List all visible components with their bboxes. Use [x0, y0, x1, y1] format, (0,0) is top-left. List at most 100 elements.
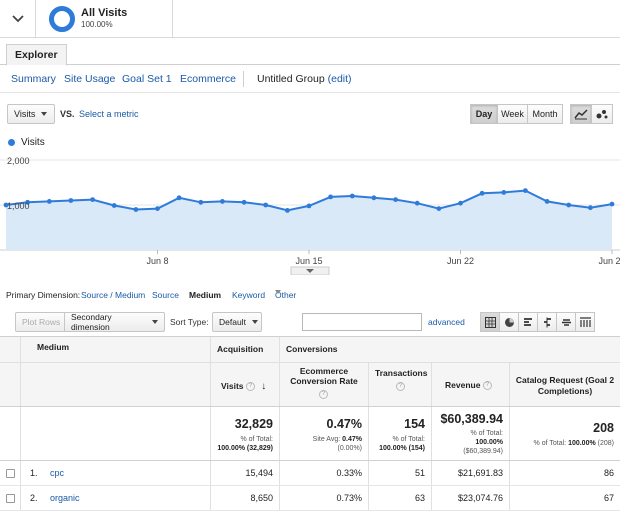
table-search-input[interactable] — [302, 313, 422, 331]
row-checkbox[interactable] — [6, 494, 15, 503]
advanced-filter-link[interactable]: advanced — [428, 317, 465, 327]
help-icon[interactable]: ? — [245, 382, 255, 392]
range-week-button[interactable]: Week — [497, 104, 528, 124]
row-ecr: 0.73% — [280, 486, 369, 510]
segment-ring-icon — [49, 6, 75, 32]
row-visits: 15,494 — [211, 461, 280, 485]
dimension-source[interactable]: Source — [152, 290, 179, 300]
segment-toggle-button[interactable] — [0, 0, 36, 38]
pie-view-icon — [504, 317, 514, 327]
visits-chart: 2,000 1,000 Jun 8 Jun 15 Jun 22 Jun 29 — [0, 156, 620, 275]
edit-group-link[interactable]: (edit) — [327, 73, 352, 85]
col-catalog-label: Catalog Request (Goal 2 Completions) — [515, 375, 615, 396]
subnav-divider — [243, 71, 244, 87]
bubble-chart-icon — [596, 110, 608, 119]
untitled-group-label: Untitled Group — [257, 73, 325, 85]
row-checkbox[interactable] — [6, 469, 15, 478]
col-visits-inner: Visits ? ↓ — [221, 381, 266, 392]
dimension-other-label: Other — [275, 290, 297, 300]
motion-chart-button[interactable] — [591, 104, 613, 124]
col-revenue-header[interactable]: Revenue ? — [432, 363, 510, 406]
subnav-goal-set-1[interactable]: Goal Set 1 — [122, 73, 172, 85]
pivot-view-icon — [579, 316, 591, 327]
row-trans-value: 51 — [414, 468, 425, 478]
totals-ecr-sub: Site Avg: 0.47% (0.00%) — [313, 435, 362, 453]
visits-point — [25, 199, 30, 205]
segment-bar: All Visits 100.00% — [0, 0, 620, 38]
row-medium-link[interactable]: cpc — [50, 468, 65, 478]
segment-all-visits[interactable]: All Visits 100.00% — [37, 0, 173, 38]
sort-arrow-down-icon: ↓ — [261, 381, 267, 392]
help-icon[interactable]: ? — [396, 382, 405, 391]
totals-rev-sub: % of Total: 100.00% ($60,389.94) — [463, 429, 503, 456]
view-performance-button[interactable] — [518, 312, 538, 332]
row-transactions: 63 — [369, 486, 432, 510]
term-cloud-icon — [561, 318, 571, 326]
row-rev-value: $23,074.76 — [457, 493, 503, 503]
totals-visits-sub2: 100.00% (32,829) — [217, 445, 273, 452]
row-catalog-value: 86 — [603, 468, 614, 478]
subnav-summary[interactable]: Summary — [11, 73, 56, 85]
totals-visits: 32,829 % of Total: 100.00% (32,829) — [211, 407, 280, 460]
visits-point — [155, 206, 160, 211]
chart-legend: Visits — [8, 137, 45, 148]
tab-explorer[interactable]: Explorer — [6, 44, 67, 66]
header-check-spacer — [0, 363, 21, 406]
subnav-ecommerce[interactable]: Ecommerce — [180, 73, 237, 85]
chevron-down-icon — [306, 269, 314, 273]
view-comparison-button[interactable] — [537, 312, 557, 332]
col-visits-header[interactable]: Visits ? ↓ — [211, 363, 280, 406]
dimension-medium[interactable]: Medium — [189, 290, 222, 300]
line-chart-icon — [574, 109, 588, 120]
range-month-button[interactable]: Month — [527, 104, 563, 124]
visits-point — [501, 190, 507, 195]
view-pivot-button[interactable] — [575, 312, 595, 332]
row-ecr-value: 0.33% — [336, 468, 362, 478]
sort-type-select[interactable]: Default — [212, 312, 262, 332]
view-table-button[interactable] — [480, 312, 500, 332]
col-ecr-label: Ecommerce Conversion Rate — [290, 366, 358, 386]
chevron-down-icon — [11, 15, 24, 23]
visits-point — [349, 193, 355, 199]
metric-select-label: Visits — [14, 109, 36, 119]
view-pie-button[interactable] — [499, 312, 519, 332]
help-icon[interactable]: ? — [482, 381, 492, 391]
select-a-metric-link[interactable]: Select a metric — [79, 109, 139, 119]
dimension-source-medium[interactable]: Source / Medium — [81, 290, 146, 300]
totals-trans-sub: % of Total: 100.00% (154) — [379, 435, 425, 453]
caret-down-icon — [251, 320, 258, 324]
visits-point — [220, 199, 225, 204]
totals-catalog-sub: % of Total: 100.00% (208) — [534, 439, 614, 448]
row-medium-link[interactable]: organic — [50, 493, 80, 503]
view-term-cloud-button[interactable] — [556, 312, 576, 332]
col-catalog-header[interactable]: Catalog Request (Goal 2 Completions) — [510, 363, 620, 406]
group-acquisition: Acquisition — [211, 337, 280, 362]
sort-type-label: Sort Type: — [170, 317, 209, 327]
col-ecr-header[interactable]: Ecommerce Conversion Rate ? — [280, 363, 369, 406]
row-check-cell — [0, 461, 21, 485]
help-icon[interactable]: ? — [319, 390, 328, 399]
dimension-keyword[interactable]: Keyword — [232, 290, 266, 300]
col-medium-header[interactable]: Medium — [21, 337, 211, 406]
data-table: Acquisition Conversions Medium Visits ? … — [0, 336, 620, 514]
row-index: 2. — [30, 493, 38, 503]
totals-rev-sub2: 100.00% — [475, 439, 503, 446]
metric-select-button[interactable]: Visits — [7, 104, 55, 124]
bar-view-icon — [523, 317, 532, 326]
untitled-group: Untitled Group (edit) — [257, 73, 352, 85]
y-tick-label: 1,000 — [7, 201, 30, 211]
comparison-view-icon — [543, 317, 551, 327]
visits-point — [609, 201, 615, 207]
range-day-button[interactable]: Day — [470, 104, 498, 124]
legend-label: Visits — [21, 137, 45, 148]
plot-rows-button[interactable]: Plot Rows — [15, 312, 68, 332]
metric-bar: Visits VS. Select a metric Day Week Mont… — [0, 94, 620, 130]
row-visits-value: 8,650 — [250, 493, 273, 503]
visits-point — [68, 198, 74, 203]
col-transactions-header[interactable]: Transactions ? — [369, 363, 432, 406]
totals-visits-sub1: % of Total: — [240, 436, 273, 443]
secondary-dimension-button[interactable]: Secondary dimension — [64, 312, 165, 332]
visits-point — [328, 194, 333, 200]
subnav-site-usage[interactable]: Site Usage — [64, 73, 116, 85]
line-chart-button[interactable] — [570, 104, 592, 124]
